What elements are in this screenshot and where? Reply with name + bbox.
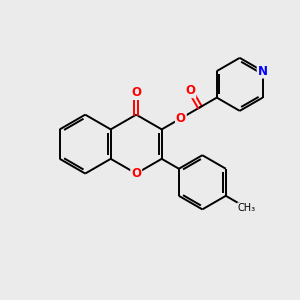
Text: O: O <box>131 167 141 180</box>
Text: O: O <box>131 86 141 99</box>
Text: O: O <box>176 112 186 125</box>
Text: N: N <box>258 64 268 78</box>
Text: O: O <box>185 84 195 97</box>
Text: CH₃: CH₃ <box>238 203 256 213</box>
